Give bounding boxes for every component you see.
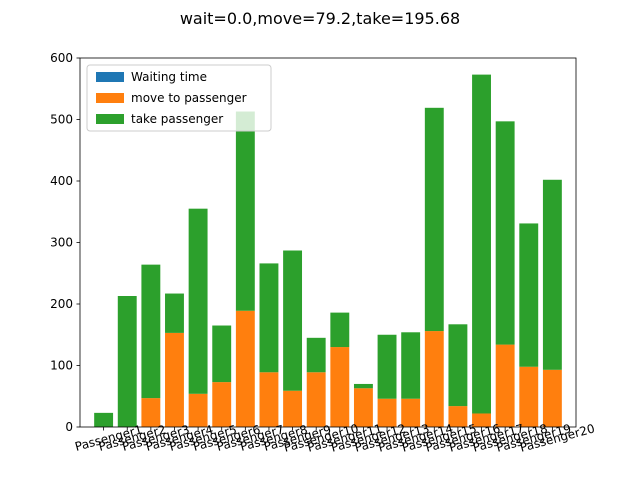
y-tick-label: 600 xyxy=(50,51,73,65)
bar-passenger19-series-2 xyxy=(519,223,539,367)
bar-passenger17-series-1 xyxy=(472,413,491,427)
bar-passenger1-series-2 xyxy=(94,412,114,427)
bar-passenger7-series-2 xyxy=(235,111,255,311)
y-tick-label: 500 xyxy=(50,113,73,127)
legend: Waiting time move to passenger take passen… xyxy=(86,64,272,132)
bar-passenger16-series-1 xyxy=(448,406,468,427)
bar-passenger15-series-2 xyxy=(424,107,444,332)
bar-passenger3-series-2 xyxy=(141,264,161,399)
legend-swatch xyxy=(96,93,124,103)
y-tick-label: 400 xyxy=(50,174,73,188)
y-tick-label: 100 xyxy=(50,359,73,373)
bar-passenger6-series-2 xyxy=(212,325,232,383)
bar-passenger18-series-2 xyxy=(495,121,515,345)
bar-passenger6-series-1 xyxy=(212,382,232,427)
legend-label: Waiting time xyxy=(131,70,207,84)
y-tick-label: 200 xyxy=(50,297,73,311)
y-tick-label: 300 xyxy=(50,236,73,250)
bar-passenger5-series-2 xyxy=(188,208,208,394)
bars-group xyxy=(94,74,562,427)
bar-passenger13-series-2 xyxy=(377,334,397,399)
legend-swatch xyxy=(96,72,124,82)
chart-title: wait=0.0,move=79.2,take=195.68 xyxy=(180,9,460,28)
bar-passenger8-series-2 xyxy=(259,263,279,373)
bar-passenger14-series-1 xyxy=(401,398,421,427)
bar-passenger20-series-1 xyxy=(542,369,562,427)
bar-passenger7-series-1 xyxy=(235,310,255,427)
bar-passenger12-series-2 xyxy=(353,383,373,389)
bar-passenger17-series-2 xyxy=(472,74,491,414)
bar-passenger19-series-1 xyxy=(519,366,539,427)
bar-passenger13-series-1 xyxy=(377,398,397,427)
bar-passenger12-series-1 xyxy=(353,388,373,427)
bar-passenger18-series-1 xyxy=(495,344,515,427)
bar-passenger2-series-2 xyxy=(117,296,137,427)
bar-passenger11-series-1 xyxy=(330,347,350,427)
bar-passenger14-series-2 xyxy=(401,332,421,399)
legend-label: move to passenger xyxy=(131,91,247,105)
bar-passenger9-series-1 xyxy=(283,390,303,427)
axes-group: 0100200300400500600Passenger1Passenger2P… xyxy=(50,51,596,455)
bar-passenger20-series-2 xyxy=(542,179,562,370)
bar-passenger9-series-2 xyxy=(283,250,303,391)
bar-passenger15-series-1 xyxy=(424,331,444,427)
legend-label: take passenger xyxy=(131,112,223,126)
bar-passenger4-series-1 xyxy=(165,332,184,427)
y-tick-label: 0 xyxy=(65,420,73,434)
bar-passenger4-series-2 xyxy=(165,293,184,333)
bar-passenger3-series-1 xyxy=(141,398,161,427)
legend-box xyxy=(86,64,272,132)
bar-passenger16-series-2 xyxy=(448,324,468,407)
bar-passenger8-series-1 xyxy=(259,372,279,427)
bar-passenger10-series-2 xyxy=(306,337,326,373)
bar-passenger11-series-2 xyxy=(330,312,350,348)
bar-passenger5-series-1 xyxy=(188,393,208,427)
legend-swatch xyxy=(96,114,124,124)
bar-passenger10-series-1 xyxy=(306,372,326,427)
